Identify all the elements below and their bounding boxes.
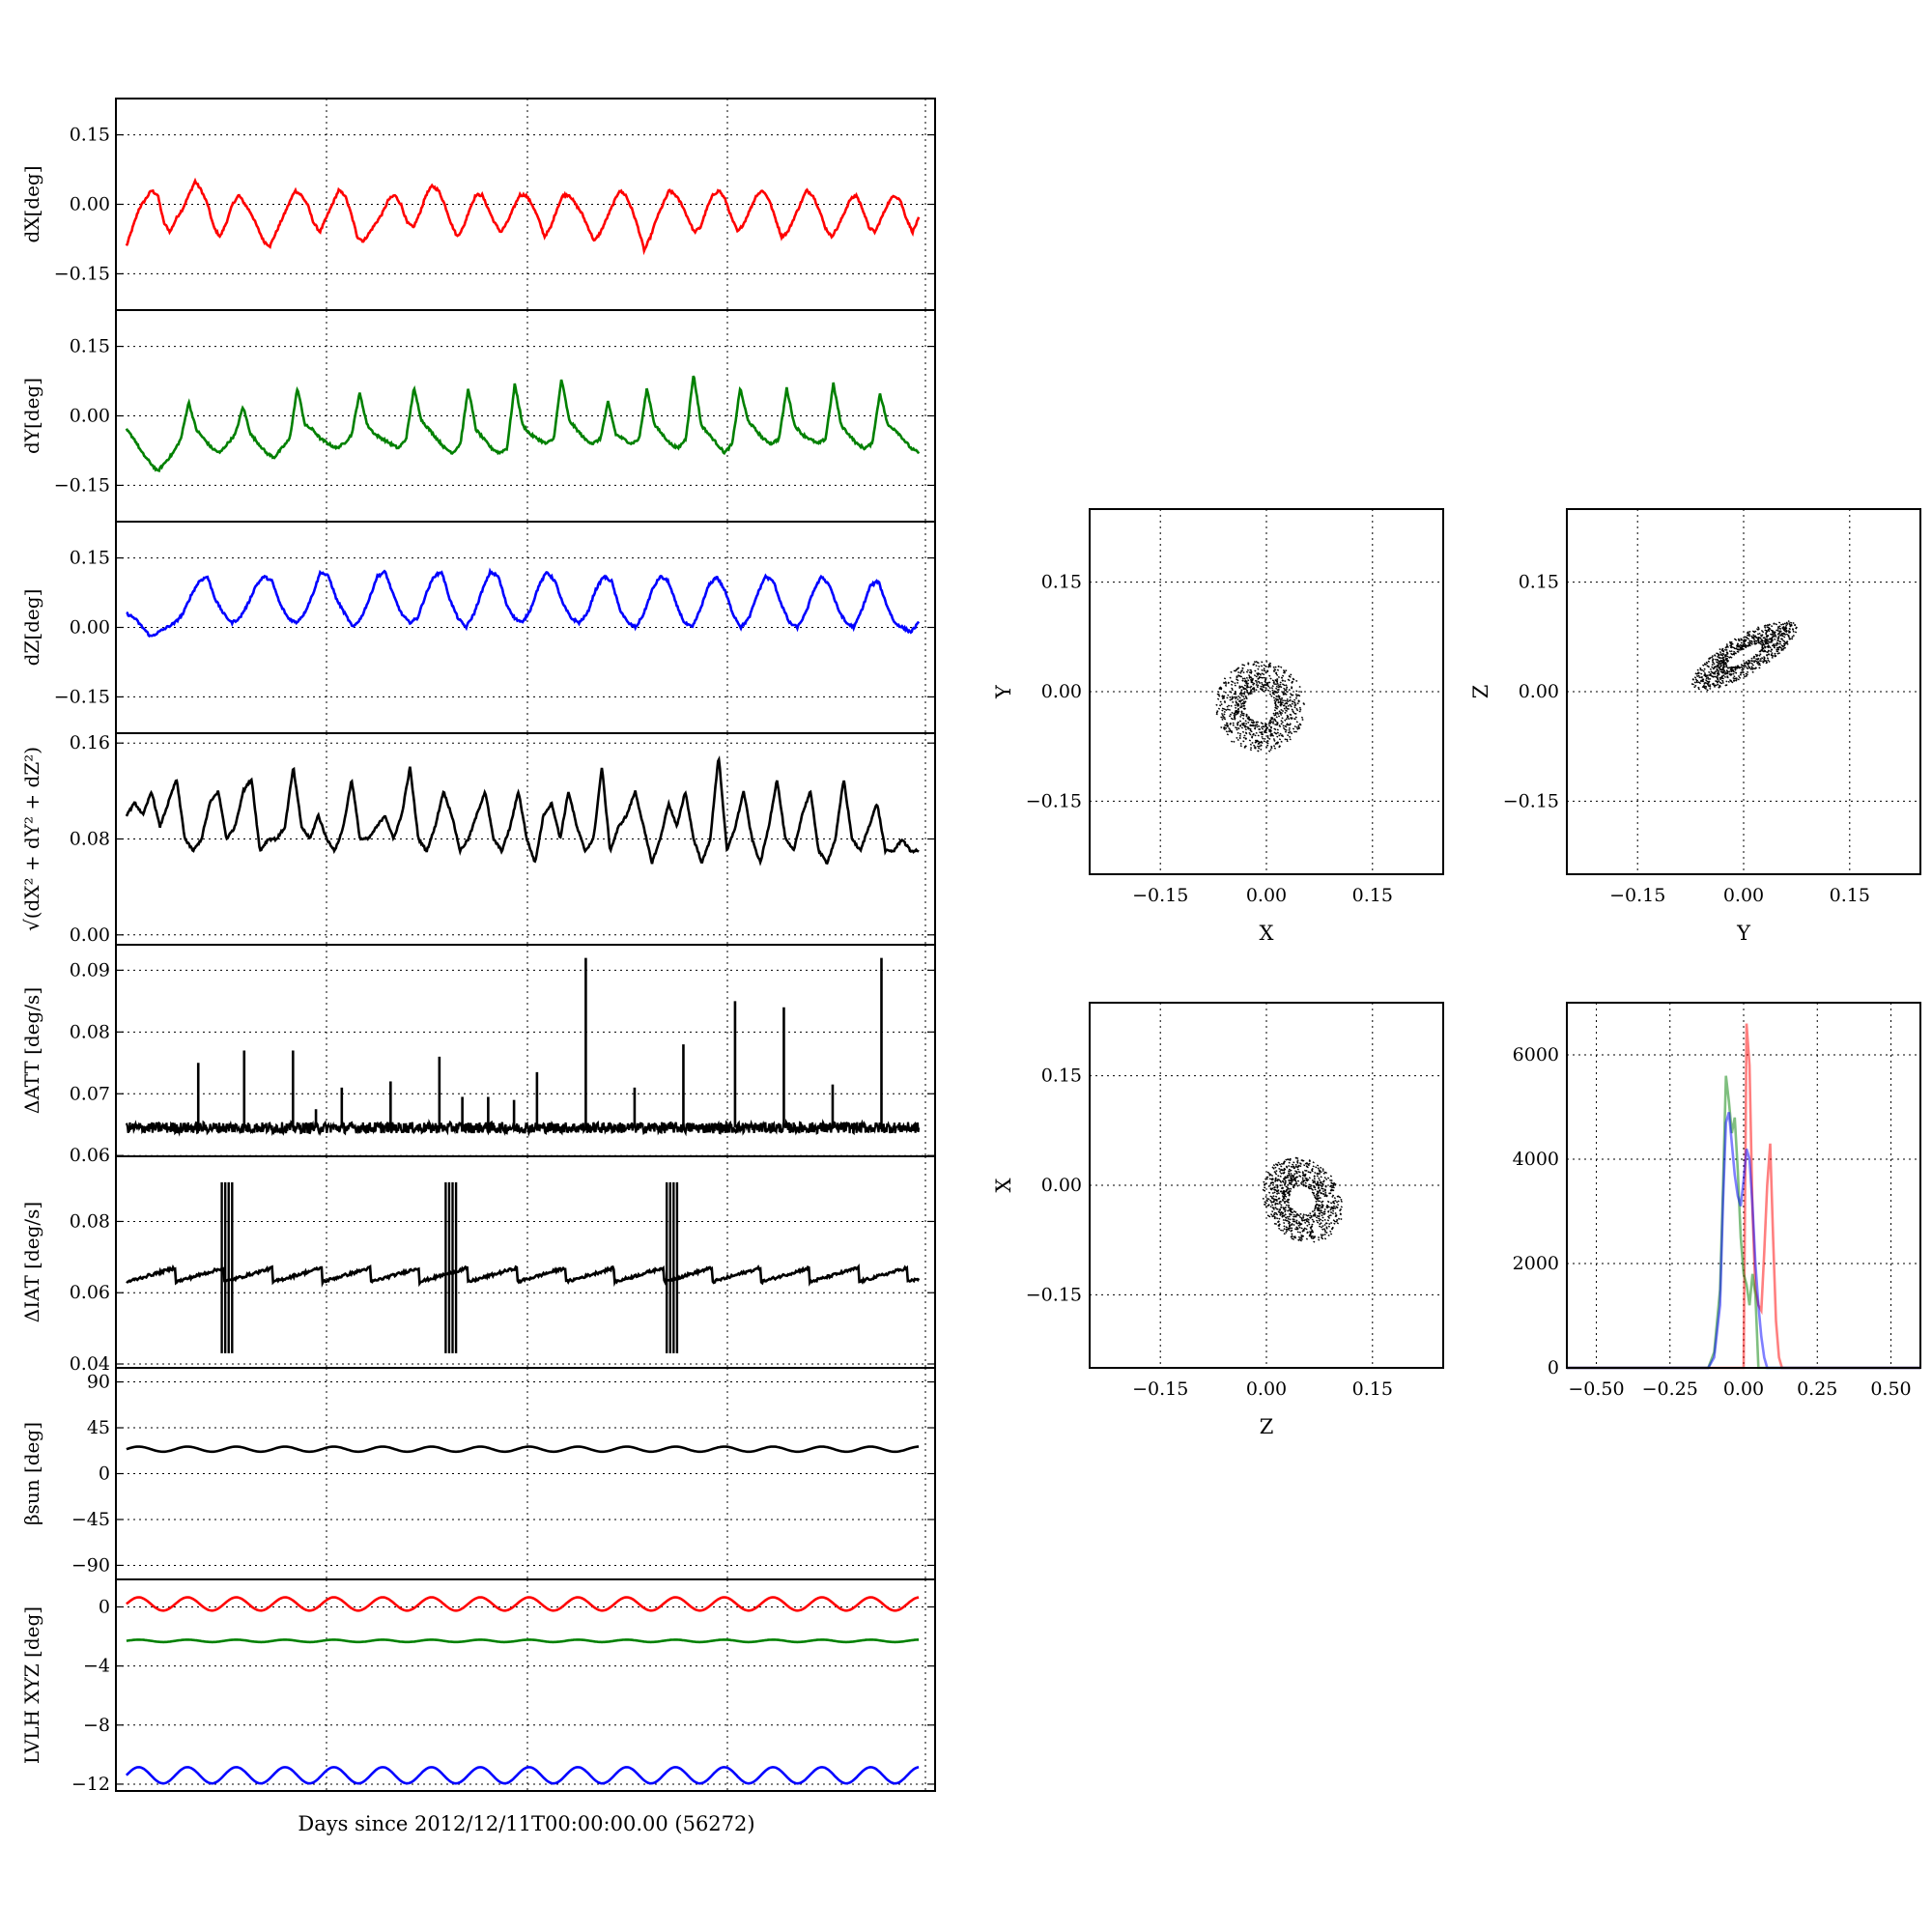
datt-ytick-label: 0.06 <box>70 1145 110 1166</box>
grid-layer <box>116 99 1920 1791</box>
diat-ytick-label: 0.08 <box>70 1210 110 1232</box>
dz-ytick-label: 0.15 <box>70 548 110 569</box>
datt-ytick-label: 0.07 <box>70 1083 110 1104</box>
yz-axes-frame <box>1566 508 1921 875</box>
hist-ytick-label: 4000 <box>1513 1149 1559 1170</box>
datt-ytick-label: 0.08 <box>70 1021 110 1042</box>
xy-scatter-points <box>1215 660 1306 753</box>
hist-xtick-label: −0.50 <box>1568 1378 1624 1400</box>
zx-scatter-points <box>1262 1156 1343 1243</box>
datt-series-line <box>125 1118 921 1137</box>
dy-ytick-label: 0.15 <box>70 336 110 357</box>
hist-xtick-label: −0.25 <box>1642 1378 1698 1400</box>
dx-ytick-label: −0.15 <box>54 263 110 284</box>
zx-xtick-label: 0.00 <box>1246 1378 1287 1400</box>
dtot-series-line <box>125 754 920 867</box>
datt-ylabel: ΔATT [deg/s] <box>20 987 43 1114</box>
zx-ytick-label: 0.15 <box>1041 1065 1082 1087</box>
beta-series-line <box>126 1445 920 1454</box>
lvlh-ytick-label: −4 <box>83 1656 110 1677</box>
lvlh-ytick-label: −8 <box>83 1715 110 1736</box>
zx-xtick-label: 0.15 <box>1352 1378 1393 1400</box>
hist-axes-frame <box>1566 1002 1921 1369</box>
xy-xlabel: X <box>1260 922 1274 945</box>
figure-xlabel: Days since 2012/12/11T00:00:00.00 (56272… <box>298 1812 754 1835</box>
dtot-ylabel: √(dX² + dY² + dZ²) <box>20 747 43 931</box>
beta-ytick-label: −45 <box>71 1509 110 1530</box>
zx-ytick-label: −0.15 <box>1026 1284 1082 1305</box>
xy-ytick-label: −0.15 <box>1026 790 1082 811</box>
dy-ytick-label: −0.15 <box>54 474 110 496</box>
dtot-ytick-label: 0.16 <box>70 732 110 753</box>
lvlh-axes-frame <box>115 1578 936 1792</box>
beta-ytick-label: 0 <box>99 1463 110 1485</box>
dz-ytick-label: 0.00 <box>70 617 110 639</box>
dx-ytick-label: 0.15 <box>70 125 110 146</box>
dy-ytick-label: 0.00 <box>70 406 110 427</box>
beta-ytick-label: 90 <box>87 1372 110 1393</box>
lvlh-series-line <box>125 1766 920 1785</box>
data-layer <box>125 177 1920 1785</box>
beta-ytick-label: −90 <box>71 1554 110 1576</box>
dx-series-line <box>125 177 921 256</box>
dx-ytick-label: 0.00 <box>70 194 110 215</box>
dx-ylabel: dX[deg] <box>20 165 43 242</box>
beta-ytick-label: 45 <box>87 1417 110 1438</box>
diat-axes-frame <box>115 1155 936 1369</box>
hist-ytick-label: 6000 <box>1513 1044 1559 1065</box>
xy-xtick-label: −0.15 <box>1132 885 1188 906</box>
yz-ytick-label: 0.15 <box>1519 572 1559 593</box>
xy-xtick-label: 0.00 <box>1246 885 1287 906</box>
hist-xtick-label: 0.25 <box>1797 1378 1837 1400</box>
lvlh-series-line <box>126 1638 920 1644</box>
xy-ylabel: Y <box>992 684 1015 699</box>
diat-series-line <box>126 1263 921 1288</box>
lvlh-ytick-label: 0 <box>99 1596 110 1617</box>
xy-xtick-label: 0.15 <box>1352 885 1393 906</box>
xy-axes-frame <box>1089 508 1444 875</box>
diat-ylabel: ΔIAT [deg/s] <box>20 1202 43 1322</box>
yz-xlabel: Y <box>1736 922 1751 945</box>
zx-xtick-label: −0.15 <box>1132 1378 1188 1400</box>
diat-ytick-label: 0.04 <box>70 1353 110 1375</box>
zx-xlabel: Z <box>1260 1415 1274 1438</box>
yz-ytick-label: −0.15 <box>1503 790 1559 811</box>
yz-xtick-label: −0.15 <box>1609 885 1665 906</box>
dz-series-line <box>126 567 921 638</box>
hist-ytick-label: 2000 <box>1513 1253 1559 1274</box>
hist-series-line <box>1567 1023 1920 1370</box>
hist-xtick-label: 0.00 <box>1723 1378 1764 1400</box>
dy-ylabel: dY[deg] <box>20 378 43 454</box>
text-layer: 0.15 0.00 −0.15 dX[deg] 0.15 0.00 −0.15 dY[deg]… <box>20 125 1912 1795</box>
beta-ylabel: βsun [deg] <box>20 1422 43 1525</box>
zx-ylabel: X <box>992 1178 1015 1192</box>
hist-ytick-label: 0 <box>1548 1357 1559 1378</box>
diat-ytick-label: 0.06 <box>70 1282 110 1303</box>
lvlh-ytick-label: −12 <box>71 1774 110 1795</box>
dz-ytick-label: −0.15 <box>54 686 110 707</box>
xy-ytick-label: 0.15 <box>1041 572 1082 593</box>
xy-ytick-label: 0.00 <box>1041 681 1082 702</box>
lvlh-series-line <box>126 1596 920 1612</box>
yz-ytick-label: 0.00 <box>1519 681 1559 702</box>
zx-axes-frame <box>1089 1002 1444 1369</box>
dtot-ytick-label: 0.08 <box>70 829 110 850</box>
datt-ytick-label: 0.09 <box>70 959 110 980</box>
yz-scatter-points <box>1690 620 1798 692</box>
yz-ylabel: Z <box>1469 685 1492 699</box>
yz-xtick-label: 0.00 <box>1723 885 1764 906</box>
hist-xtick-label: 0.50 <box>1870 1378 1911 1400</box>
lvlh-ylabel: LVLH XYZ [deg] <box>20 1606 43 1764</box>
dtot-ytick-label: 0.00 <box>70 924 110 946</box>
frame-layer <box>115 98 1921 1792</box>
dy-series-line <box>125 375 921 472</box>
yz-xtick-label: 0.15 <box>1830 885 1870 906</box>
zx-ytick-label: 0.00 <box>1041 1175 1082 1196</box>
dz-ylabel: dZ[deg] <box>20 589 43 667</box>
hist-series-line <box>1567 1112 1920 1370</box>
